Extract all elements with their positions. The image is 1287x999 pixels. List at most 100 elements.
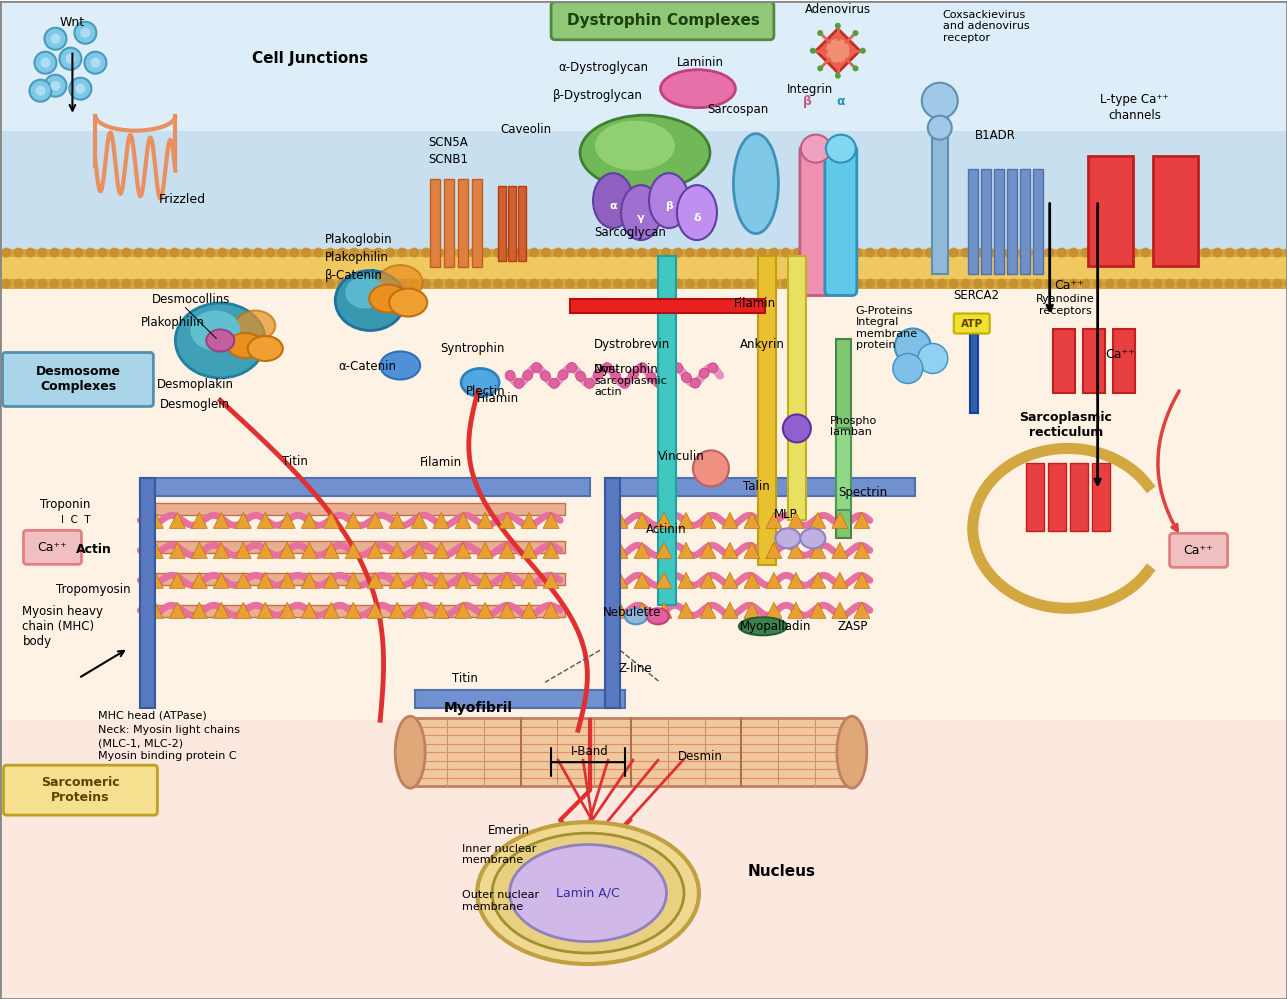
Ellipse shape xyxy=(647,608,669,624)
Circle shape xyxy=(398,279,407,289)
Circle shape xyxy=(1201,248,1211,258)
Circle shape xyxy=(50,81,60,91)
Circle shape xyxy=(692,451,728,487)
FancyBboxPatch shape xyxy=(1170,533,1228,567)
Circle shape xyxy=(835,23,840,29)
Circle shape xyxy=(1045,248,1054,258)
Circle shape xyxy=(835,73,840,79)
Circle shape xyxy=(860,48,866,54)
Circle shape xyxy=(541,248,551,258)
Circle shape xyxy=(37,248,48,258)
Ellipse shape xyxy=(775,528,801,548)
Circle shape xyxy=(145,248,156,258)
Text: Actinin: Actinin xyxy=(646,523,687,536)
Bar xyxy=(498,186,506,261)
Text: MHC head (ATPase): MHC head (ATPase) xyxy=(98,710,207,720)
Circle shape xyxy=(602,363,613,373)
Circle shape xyxy=(362,248,371,258)
Circle shape xyxy=(768,248,779,258)
Circle shape xyxy=(732,248,743,258)
Circle shape xyxy=(1045,279,1054,289)
Polygon shape xyxy=(148,572,163,588)
Bar xyxy=(472,179,483,267)
Polygon shape xyxy=(613,512,628,528)
Circle shape xyxy=(434,279,443,289)
Polygon shape xyxy=(678,542,694,558)
Circle shape xyxy=(26,248,36,258)
Bar xyxy=(981,169,991,274)
Polygon shape xyxy=(766,602,782,618)
Text: Ca⁺⁺: Ca⁺⁺ xyxy=(37,540,67,553)
Circle shape xyxy=(1093,279,1103,289)
Polygon shape xyxy=(236,512,251,528)
Text: Ca⁺⁺: Ca⁺⁺ xyxy=(1184,543,1214,556)
Text: Plakophilin: Plakophilin xyxy=(326,251,389,264)
Circle shape xyxy=(613,279,623,289)
Text: Nebulette: Nebulette xyxy=(604,606,662,619)
Polygon shape xyxy=(788,602,804,618)
Text: Desmosome
Complexes: Desmosome Complexes xyxy=(36,366,121,394)
Polygon shape xyxy=(499,512,515,528)
Circle shape xyxy=(470,279,479,289)
Ellipse shape xyxy=(369,285,407,313)
Circle shape xyxy=(925,279,934,289)
Circle shape xyxy=(901,279,911,289)
Circle shape xyxy=(30,80,51,102)
Circle shape xyxy=(326,248,335,258)
Bar xyxy=(1153,156,1198,266)
Circle shape xyxy=(1260,248,1270,258)
Circle shape xyxy=(673,248,683,258)
Circle shape xyxy=(277,279,287,289)
Polygon shape xyxy=(634,512,650,528)
Circle shape xyxy=(37,279,48,289)
Polygon shape xyxy=(722,572,737,588)
Polygon shape xyxy=(323,572,340,588)
Circle shape xyxy=(1273,279,1283,289)
Bar xyxy=(788,256,806,520)
Text: Dystrophin: Dystrophin xyxy=(595,364,659,377)
Circle shape xyxy=(1,248,12,258)
Circle shape xyxy=(918,344,947,374)
Text: Ankyrin: Ankyrin xyxy=(740,339,785,352)
Circle shape xyxy=(1,279,12,289)
Circle shape xyxy=(996,279,1006,289)
Ellipse shape xyxy=(380,352,420,380)
Circle shape xyxy=(409,279,420,289)
Circle shape xyxy=(853,248,862,258)
Polygon shape xyxy=(148,602,163,618)
Polygon shape xyxy=(0,1,1287,281)
Polygon shape xyxy=(634,602,650,618)
Text: Laminin: Laminin xyxy=(677,56,723,69)
Polygon shape xyxy=(434,512,449,528)
Circle shape xyxy=(1165,248,1175,258)
Text: Sarcoplasmic
recticulum: Sarcoplasmic recticulum xyxy=(1019,412,1112,440)
Bar xyxy=(156,503,565,515)
Polygon shape xyxy=(0,281,1287,999)
Circle shape xyxy=(301,248,311,258)
Bar xyxy=(658,256,676,605)
Circle shape xyxy=(649,248,659,258)
Text: Emerin: Emerin xyxy=(488,824,530,837)
Circle shape xyxy=(409,248,420,258)
Ellipse shape xyxy=(782,415,811,443)
Bar xyxy=(444,179,454,267)
Circle shape xyxy=(577,279,587,289)
Circle shape xyxy=(1081,248,1090,258)
Circle shape xyxy=(553,279,562,289)
Ellipse shape xyxy=(837,716,867,788)
Circle shape xyxy=(26,279,36,289)
Circle shape xyxy=(493,248,503,258)
Text: Ca⁺⁺: Ca⁺⁺ xyxy=(1106,349,1135,362)
Circle shape xyxy=(840,248,851,258)
Polygon shape xyxy=(853,572,870,588)
Circle shape xyxy=(985,279,995,289)
Polygon shape xyxy=(477,512,493,528)
Circle shape xyxy=(301,279,311,289)
FancyBboxPatch shape xyxy=(825,146,857,296)
Polygon shape xyxy=(634,572,650,588)
Circle shape xyxy=(637,279,647,289)
Polygon shape xyxy=(700,572,716,588)
Ellipse shape xyxy=(236,311,275,341)
Circle shape xyxy=(1104,248,1115,258)
Polygon shape xyxy=(170,572,185,588)
